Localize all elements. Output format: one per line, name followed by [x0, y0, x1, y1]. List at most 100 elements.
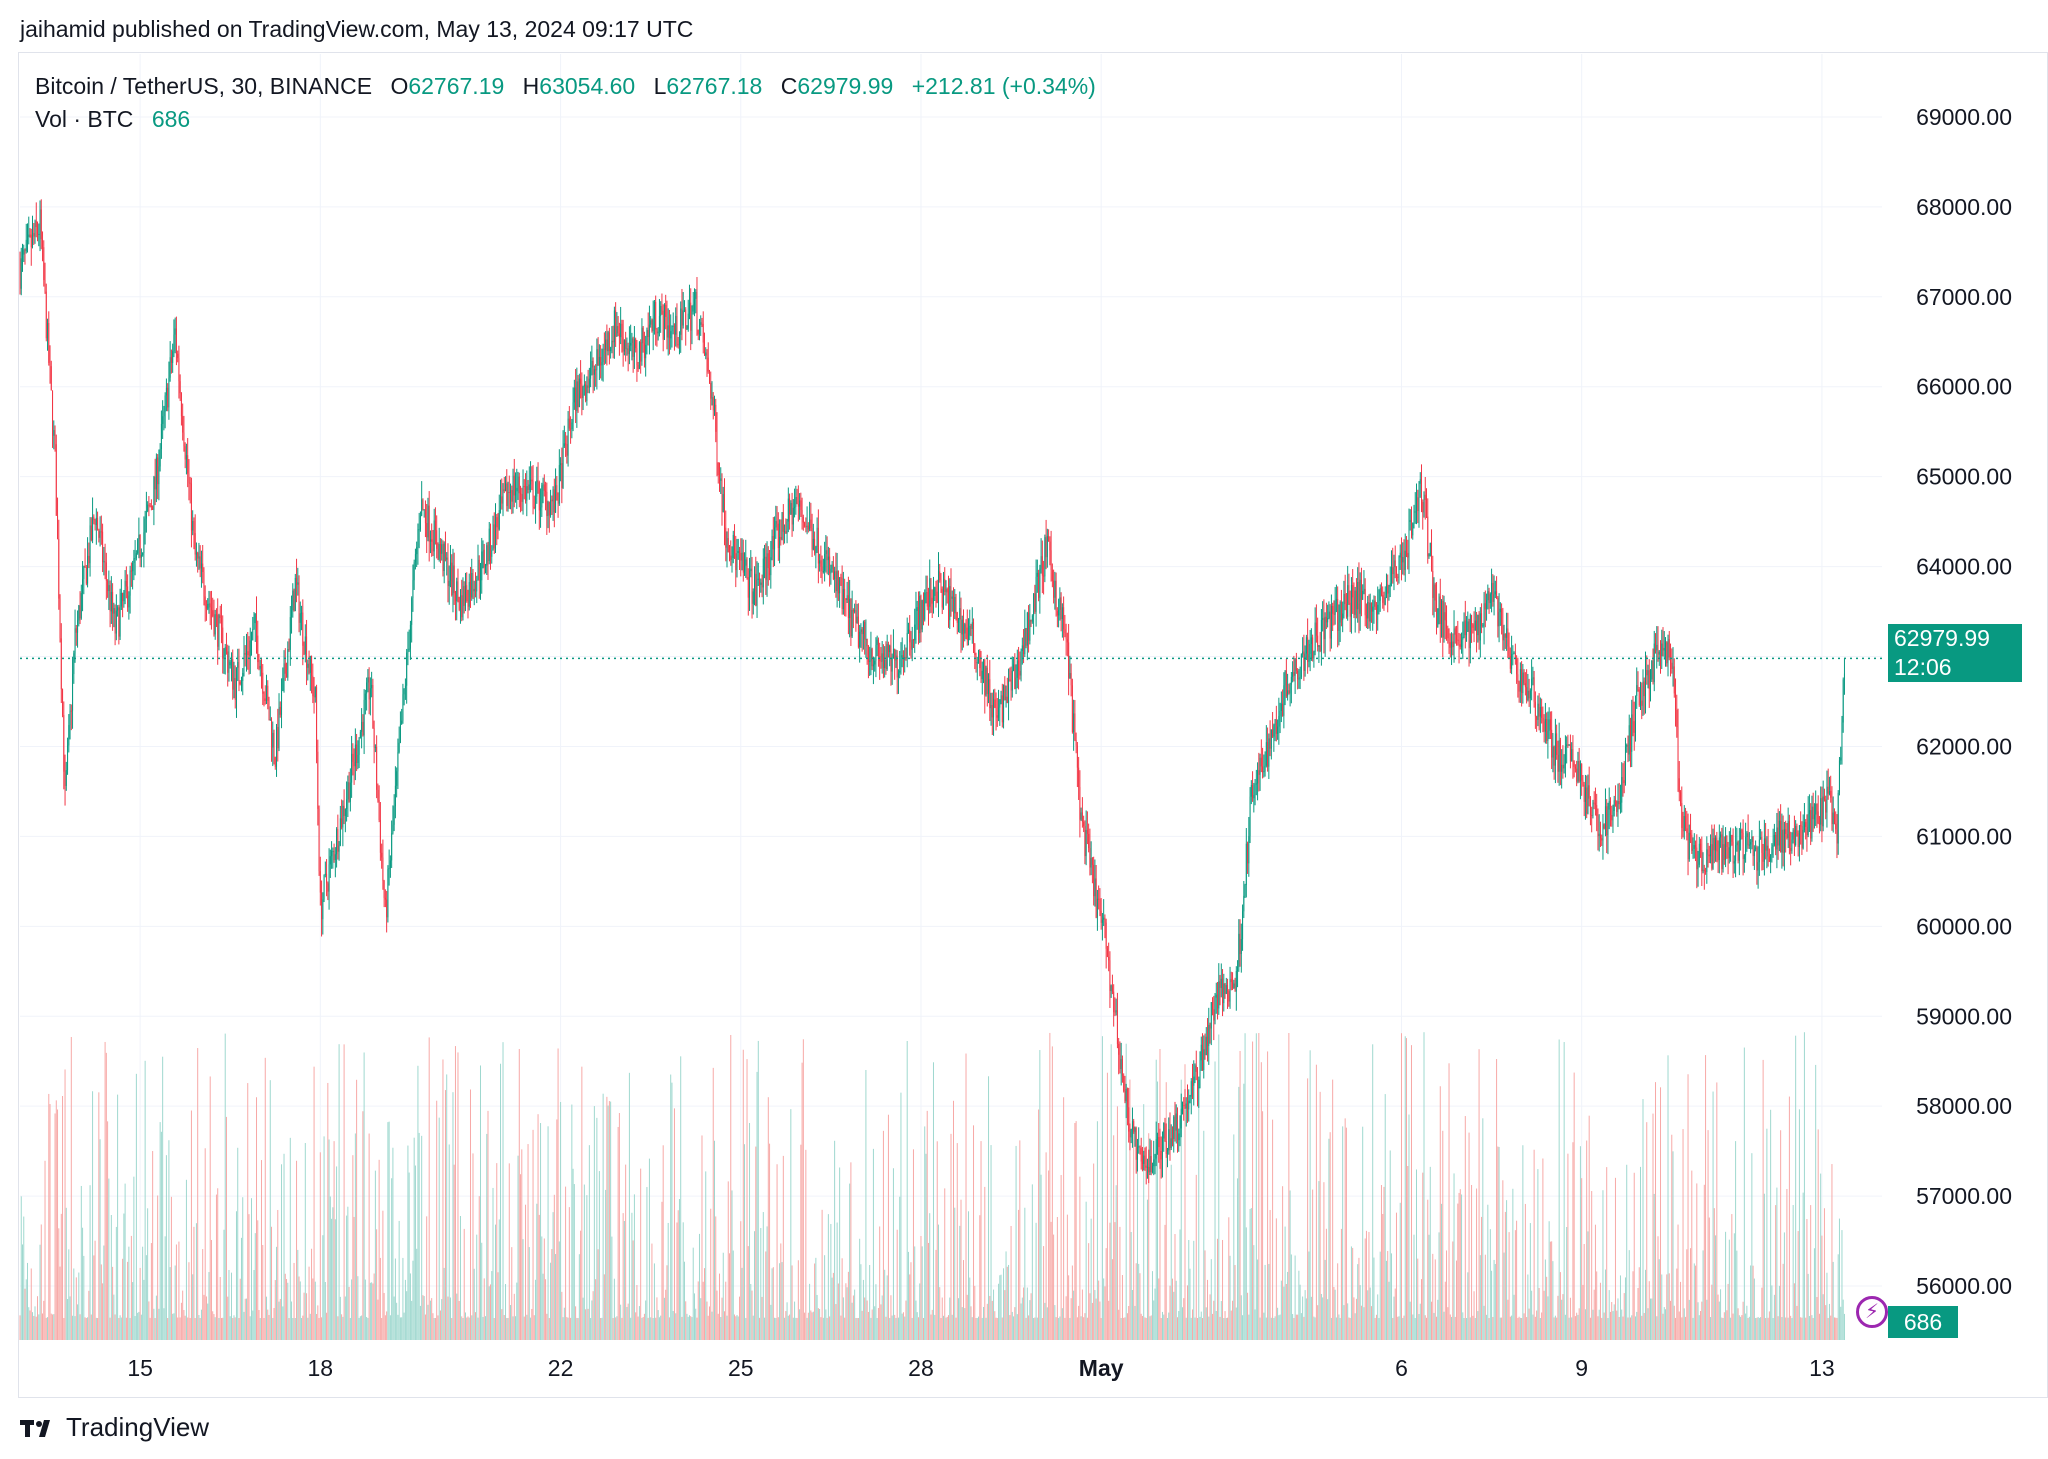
candle-body: [198, 556, 200, 559]
candle-body: [103, 561, 105, 563]
volume-bar: [884, 1269, 886, 1340]
volume-bar: [424, 1314, 426, 1340]
volume-bar: [388, 1121, 390, 1340]
volume-bar: [398, 1220, 400, 1340]
candle-body: [658, 316, 660, 332]
volume-bar: [268, 1314, 270, 1340]
volume-bar: [78, 1272, 80, 1340]
volume-bar: [1173, 1291, 1175, 1340]
candle-body: [397, 752, 399, 772]
candle-body: [1141, 1161, 1143, 1164]
candle-body: [125, 580, 127, 587]
candle-body: [1113, 991, 1115, 1013]
candle-body: [1269, 738, 1271, 749]
candle-body: [969, 625, 971, 636]
candle-body: [1240, 939, 1242, 955]
candle-body: [1728, 847, 1730, 859]
volume-bar: [1672, 1151, 1674, 1340]
volume-bar: [68, 1249, 70, 1340]
candle-body: [235, 667, 237, 700]
volume-bar: [846, 1287, 848, 1340]
candle-body: [1582, 780, 1584, 785]
candle-body: [1524, 683, 1526, 688]
volume-bar: [1410, 1045, 1412, 1340]
volume-bar: [130, 1235, 132, 1340]
volume-bar: [1677, 1224, 1679, 1340]
volume-bar: [1552, 1261, 1554, 1340]
volume-bar: [999, 1275, 1001, 1340]
volume-bar: [1192, 1309, 1194, 1340]
candle-body: [152, 506, 154, 510]
volume-bar: [678, 1199, 680, 1340]
volume-bar: [153, 1308, 155, 1340]
volume-bar: [1009, 1315, 1011, 1340]
volume-bar: [744, 1144, 746, 1340]
volume-bar: [1843, 1313, 1845, 1340]
candle-body: [771, 536, 773, 558]
volume-bar: [1343, 1305, 1345, 1340]
candle-body: [844, 589, 846, 599]
volume-bar: [1532, 1314, 1534, 1340]
candle-body: [491, 550, 493, 557]
candle-body: [1807, 813, 1809, 836]
candle-body: [1772, 844, 1774, 847]
volume-bar: [1103, 1278, 1105, 1340]
candle-body: [930, 578, 932, 598]
candle-body: [110, 591, 112, 612]
candle-body: [931, 597, 933, 604]
volume-bar: [1352, 1247, 1354, 1340]
volume-bar: [1245, 1227, 1247, 1340]
volume-bar: [458, 1300, 460, 1340]
volume-bar: [657, 1310, 659, 1340]
candle-body: [946, 589, 948, 593]
volume-bar: [1452, 1241, 1454, 1340]
volume-bar: [132, 1282, 134, 1340]
volume-bar: [89, 1185, 91, 1340]
volume-bar: [1302, 1296, 1304, 1340]
volume-bar: [1494, 1263, 1496, 1340]
candle-body: [1344, 593, 1346, 604]
volume-bar: [1458, 1192, 1460, 1340]
volume-bar: [1442, 1130, 1444, 1340]
candle-body: [1392, 567, 1394, 575]
candle-body: [1631, 714, 1633, 752]
candle-body: [1368, 601, 1370, 622]
candle-body: [1202, 1044, 1204, 1070]
volume-bar: [461, 1316, 463, 1340]
candle-body: [665, 304, 667, 317]
volume-bar: [104, 1041, 106, 1340]
candle-body: [995, 707, 997, 716]
volume-bar: [1566, 1227, 1568, 1340]
volume-bar: [105, 1052, 107, 1340]
volume-bar: [919, 1283, 921, 1340]
volume-bar: [1792, 1205, 1794, 1340]
legend-volume-label[interactable]: Vol · BTC: [35, 106, 134, 132]
candle-body: [178, 358, 180, 382]
candle-body: [53, 430, 55, 436]
volume-bar: [409, 1273, 411, 1340]
candle-body: [1315, 622, 1317, 636]
volume-bar: [1106, 1072, 1108, 1340]
candle-body: [920, 595, 922, 630]
volume-bar: [932, 1062, 934, 1340]
volume-bar: [1701, 1301, 1703, 1340]
x-tick-label: 28: [908, 1355, 934, 1381]
candle-body: [1080, 812, 1082, 820]
volume-bar: [1277, 1307, 1279, 1340]
volume-bar: [1203, 1130, 1205, 1340]
candle-body: [1702, 869, 1704, 872]
volume-bar: [1078, 1305, 1080, 1340]
candle-body: [740, 552, 742, 561]
lightning-icon[interactable]: ⚡: [1856, 1296, 1888, 1328]
legend-open-value: 62767.19: [408, 73, 505, 99]
candle-body: [545, 490, 547, 492]
legend-symbol[interactable]: Bitcoin / TetherUS, 30, BINANCE: [35, 73, 373, 99]
volume-bar: [1611, 1302, 1613, 1340]
volume-bar: [451, 1317, 453, 1340]
volume-bar: [1332, 1079, 1334, 1340]
volume-bar: [245, 1298, 247, 1340]
candle-body: [1770, 854, 1772, 862]
candle-body: [601, 362, 603, 366]
x-tick-label: 13: [1809, 1355, 1835, 1381]
